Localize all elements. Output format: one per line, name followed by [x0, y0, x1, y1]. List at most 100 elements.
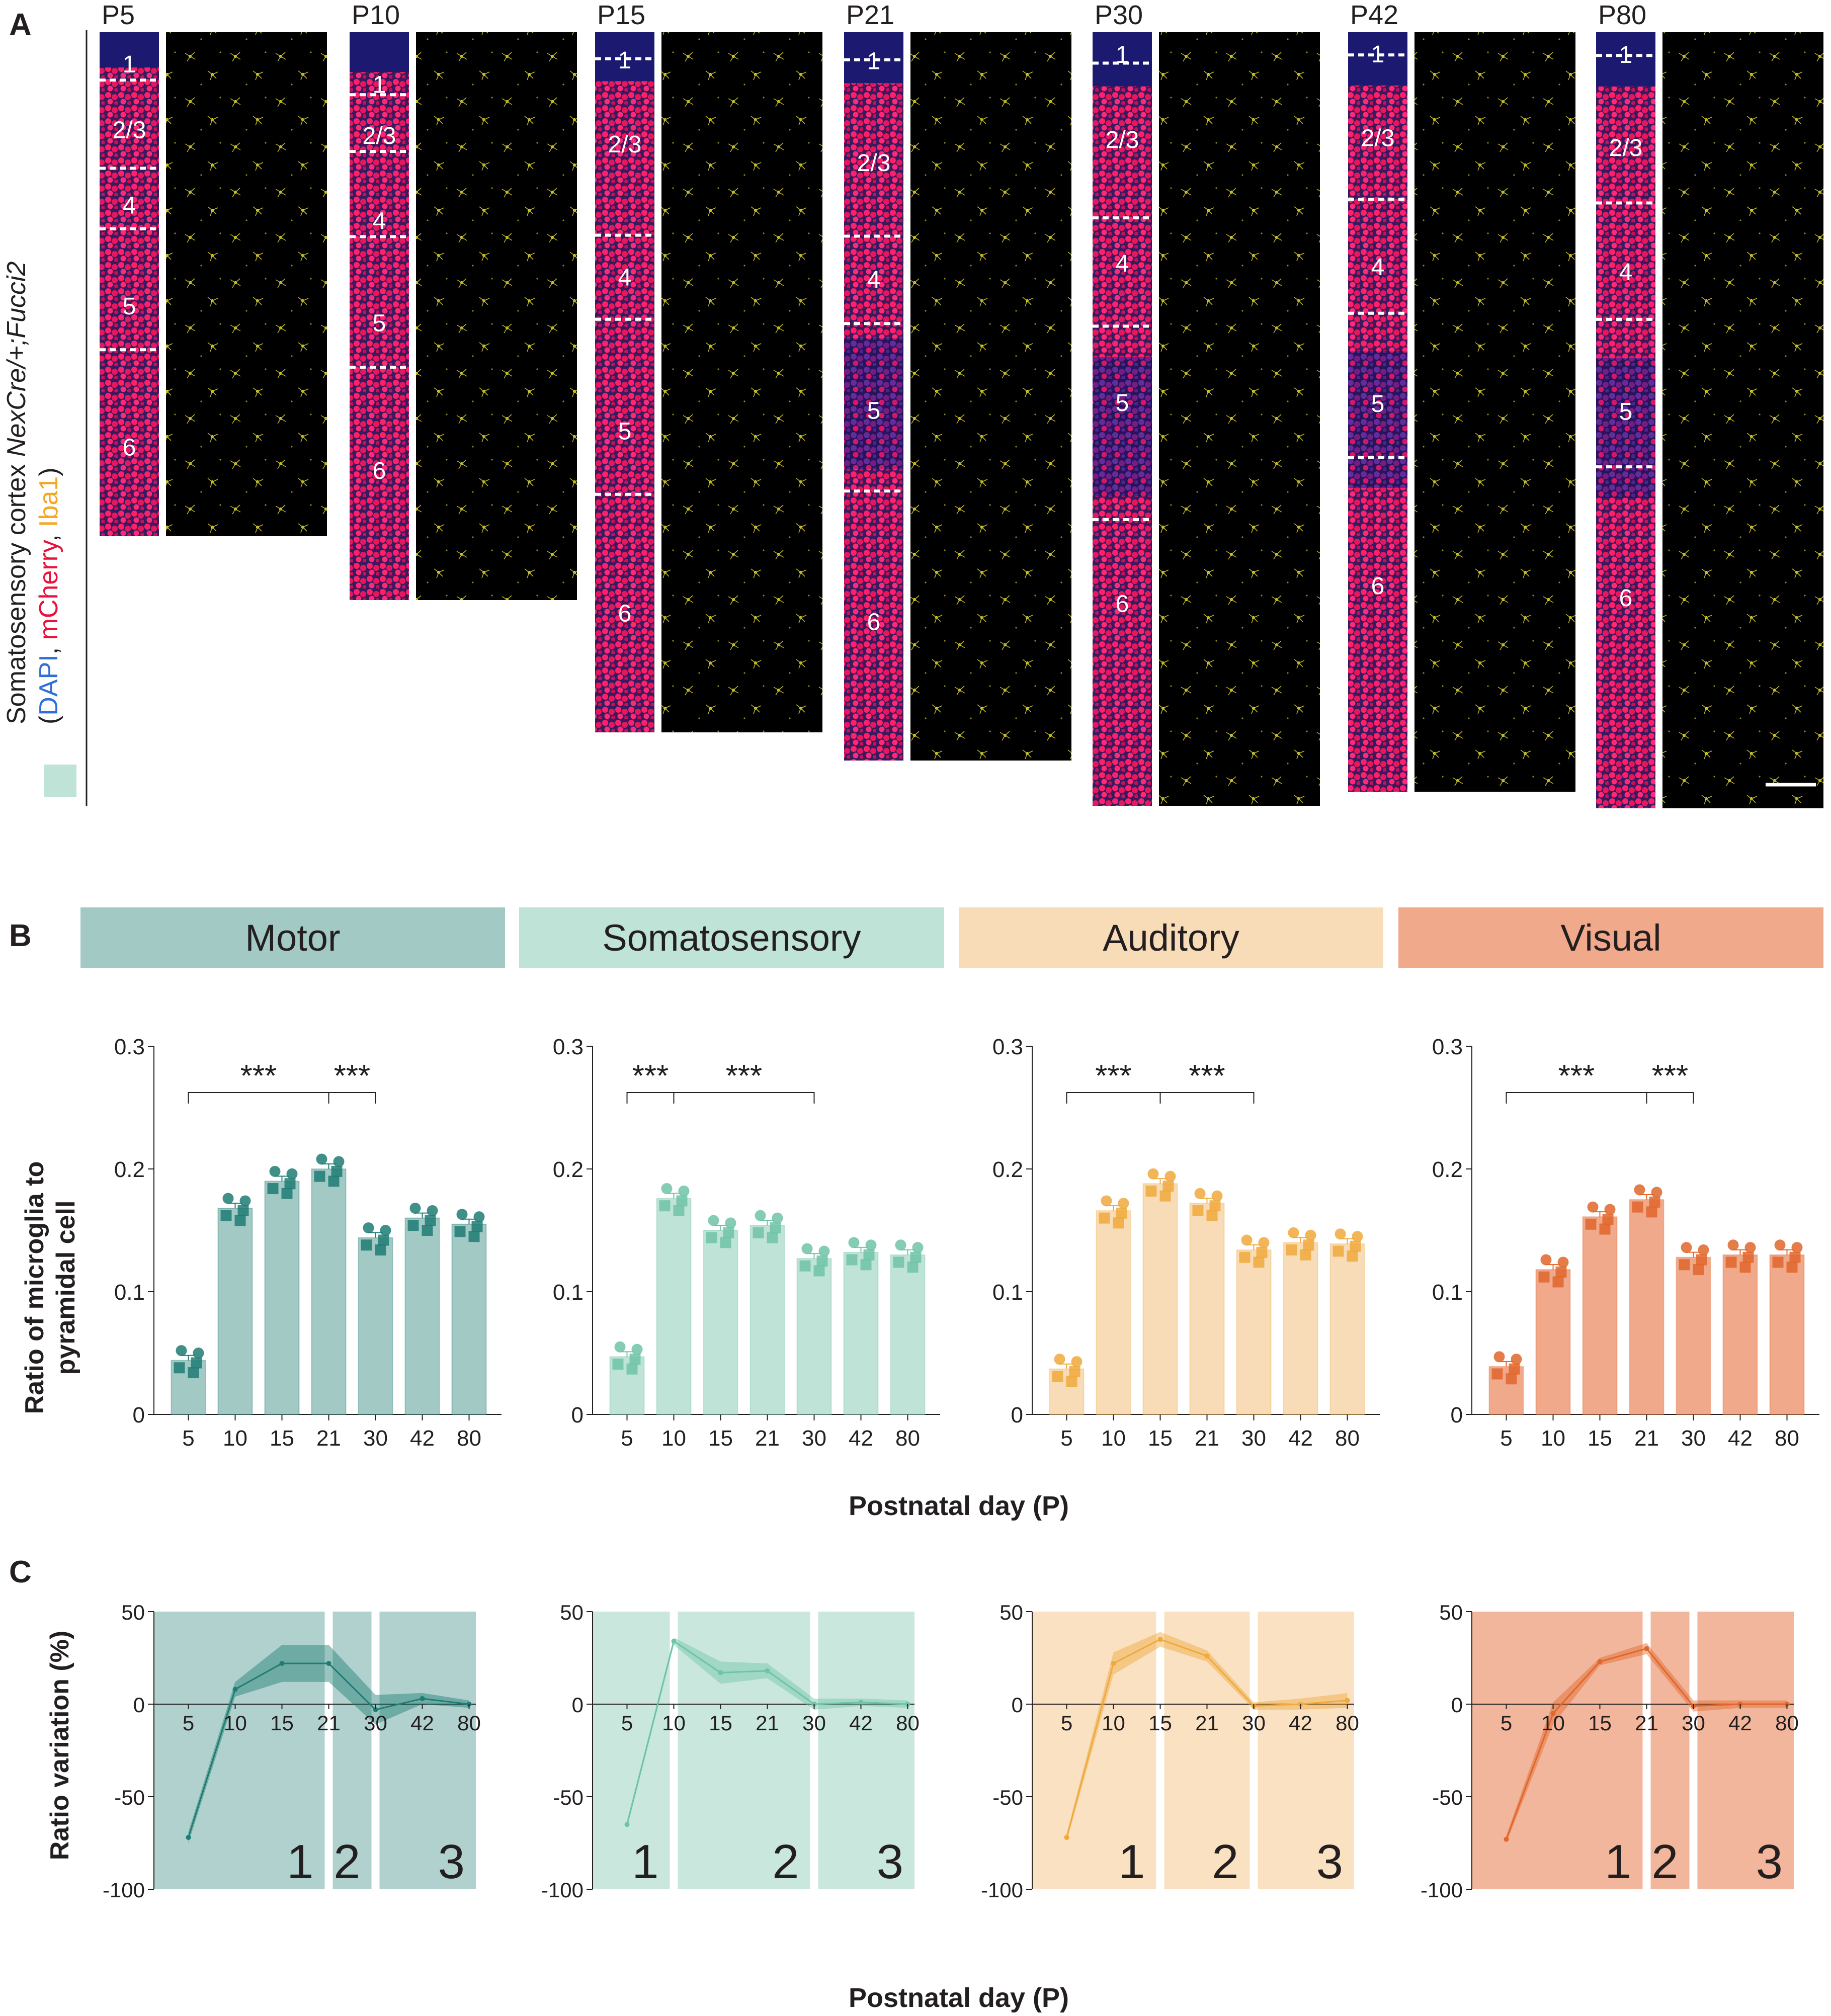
data-point	[1506, 1373, 1517, 1385]
series-point	[232, 1687, 238, 1692]
data-point	[1552, 1276, 1564, 1288]
x-tick-label: 30	[363, 1426, 388, 1451]
x-tick-label: 15	[1588, 1426, 1612, 1451]
x-tick-label: 10	[1541, 1426, 1565, 1451]
y-tick-label: 50	[121, 1601, 145, 1624]
series-point	[420, 1696, 425, 1701]
layer-label: 5	[1371, 391, 1385, 417]
data-point	[188, 1367, 199, 1379]
data-point	[407, 1220, 419, 1231]
x-tick-label: 42	[849, 1711, 873, 1735]
bar	[1722, 1254, 1758, 1415]
layer-label: 5	[123, 293, 136, 320]
data-point	[1774, 1239, 1786, 1251]
timepoint-label: P42	[1350, 0, 1398, 30]
confidence-band	[188, 1645, 469, 1843]
timepoint-label: P21	[846, 0, 894, 30]
x-tick-label: 21	[1195, 1711, 1219, 1735]
significance-bracket	[1159, 1092, 1255, 1104]
data-point	[1071, 1356, 1083, 1368]
data-point	[1101, 1195, 1112, 1207]
significance-bracket	[1646, 1092, 1694, 1104]
layer-1-band	[100, 32, 159, 68]
y-axis-title: Ratio variation (%)	[45, 1631, 74, 1861]
data-point	[676, 1195, 688, 1207]
bar-chart-visual: 0 0.1 0.2 0.3 5 10 15 21 30 42 80 *** ***	[1432, 1035, 1819, 1451]
series-point	[279, 1661, 285, 1666]
data-point	[1509, 1363, 1520, 1375]
y-tick-label: -100	[981, 1878, 1023, 1902]
data-point	[191, 1357, 202, 1369]
x-tick-label: 15	[270, 1711, 294, 1735]
region-header-label: Motor	[245, 916, 341, 959]
data-point	[1651, 1187, 1662, 1198]
significance-bracket	[626, 1092, 675, 1104]
layer-label: 6	[618, 600, 632, 627]
data-point	[1681, 1242, 1692, 1253]
bar	[1283, 1242, 1318, 1415]
phase-label: 2	[334, 1835, 360, 1889]
layer-label: 6	[123, 435, 136, 461]
data-point	[234, 1215, 246, 1226]
series-point	[718, 1670, 723, 1675]
x-tick-label: 42	[410, 1426, 435, 1451]
x-tick-label: 5	[1500, 1426, 1512, 1451]
layer-label: 4	[1371, 254, 1385, 281]
data-point	[1493, 1351, 1505, 1363]
significance-label: ***	[1558, 1059, 1595, 1094]
y-tick-label: 50	[560, 1601, 584, 1624]
x-tick-label: 80	[457, 1711, 481, 1735]
data-point	[281, 1188, 293, 1199]
phase-region	[154, 1612, 325, 1889]
bar	[451, 1223, 487, 1415]
line-chart-visual: 1 2 3 50 0 -50 -100 5 10 15 21 30 42 80	[1421, 1601, 1799, 1902]
x-tick-label: 15	[1588, 1711, 1612, 1735]
data-point	[772, 1212, 783, 1224]
data-point	[725, 1217, 736, 1229]
layer-1-band	[1596, 32, 1655, 87]
layer-label: 5	[1619, 399, 1633, 426]
layer-label: 2/3	[1609, 135, 1643, 161]
data-point	[375, 1244, 386, 1256]
bar	[703, 1230, 738, 1415]
data-point	[1054, 1354, 1065, 1365]
data-point	[818, 1245, 830, 1257]
data-point	[193, 1348, 204, 1359]
layer-label: 2/3	[113, 117, 146, 143]
phase-label: 3	[438, 1835, 465, 1889]
x-tick-label: 10	[223, 1711, 247, 1735]
phase-label: 3	[877, 1835, 903, 1889]
bar	[1189, 1203, 1225, 1415]
phase-label: 2	[1651, 1835, 1678, 1889]
data-point	[267, 1183, 279, 1195]
significance-label: ***	[632, 1059, 669, 1094]
data-point	[614, 1341, 626, 1353]
bar	[264, 1181, 300, 1415]
significance-label: ***	[1189, 1059, 1225, 1094]
phase-region	[379, 1612, 476, 1889]
significance-label: ***	[1095, 1059, 1131, 1094]
layer-label: 1	[1116, 42, 1129, 68]
region-header-motor: Motor	[80, 907, 505, 968]
phase-region	[1697, 1612, 1794, 1889]
bar	[1329, 1243, 1365, 1415]
x-tick-label: 10	[1102, 1711, 1125, 1735]
phase-region	[1258, 1612, 1354, 1889]
data-point	[220, 1210, 232, 1221]
series-point	[1204, 1653, 1210, 1659]
data-point	[1145, 1185, 1157, 1197]
data-point	[1194, 1188, 1206, 1199]
data-point	[1555, 1266, 1567, 1278]
timepoint-column-p21: P21 1 2/3 4 5 6	[844, 0, 1071, 761]
data-point	[816, 1255, 828, 1267]
layer-label: 1	[618, 47, 632, 74]
side-label-prefix: Somatosensory cortex	[2, 457, 31, 724]
data-point	[316, 1153, 327, 1165]
layer-label: 1	[123, 51, 136, 78]
data-point	[1147, 1168, 1159, 1180]
data-point	[863, 1249, 875, 1261]
data-point	[1744, 1242, 1756, 1253]
data-point	[813, 1265, 825, 1277]
data-point	[612, 1358, 624, 1370]
